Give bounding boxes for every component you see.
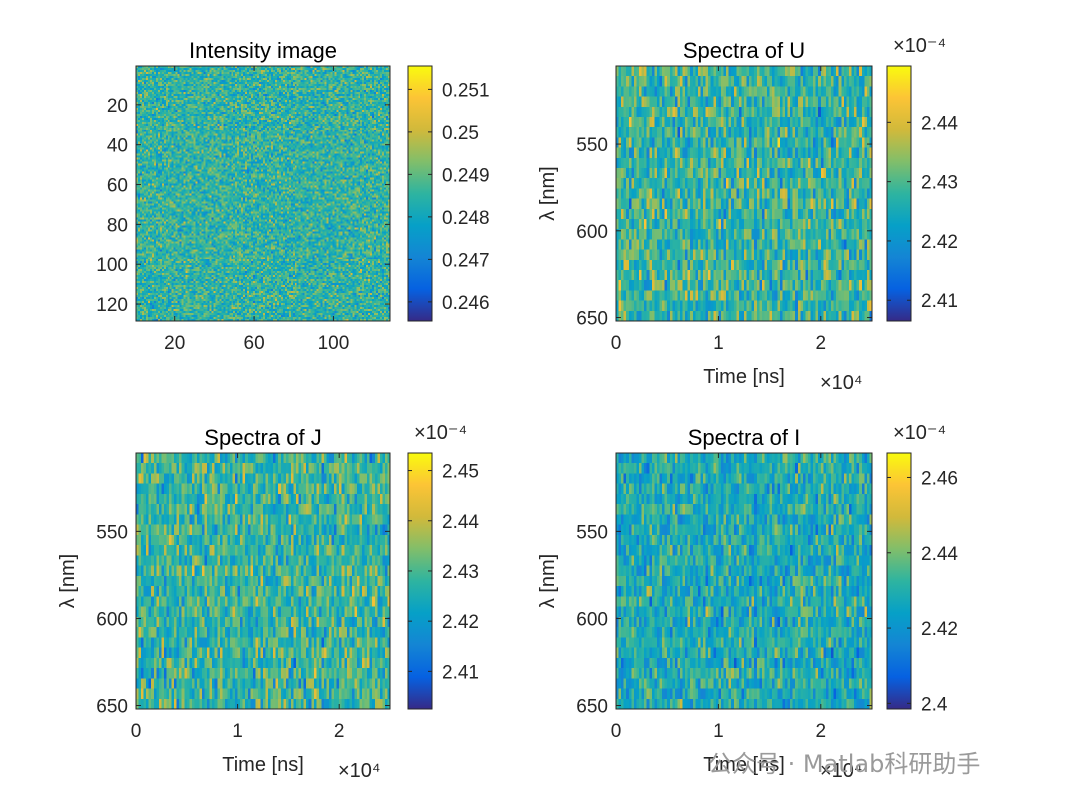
x-axis-multiplier: ×10⁴ bbox=[338, 760, 381, 782]
axes-box bbox=[615, 452, 873, 710]
colorbar-tick-label: 2.42 bbox=[921, 619, 958, 640]
colorbar-tick-label: 2.45 bbox=[442, 462, 479, 483]
y-tick-label: 100 bbox=[96, 255, 128, 276]
colorbar-tick-label: 2.41 bbox=[442, 662, 479, 683]
chart-title: Spectra of U bbox=[683, 38, 805, 63]
y-tick-label: 40 bbox=[107, 136, 128, 157]
x-tick-label: 60 bbox=[244, 333, 265, 354]
y-tick-label: 80 bbox=[107, 215, 128, 236]
x-tick-label: 0 bbox=[131, 721, 142, 742]
colorbar bbox=[886, 452, 912, 710]
colorbar-tick-label: 2.46 bbox=[921, 468, 958, 489]
x-axis-multiplier: ×10⁴ bbox=[820, 760, 863, 782]
colorbar-tick-label: 2.4 bbox=[921, 694, 948, 715]
panel-spectra_j: 0 1 2 550 600 650 Spectra of J Time [ns] ×10⁴ λ [… bbox=[57, 422, 479, 782]
x-axis-multiplier: ×10⁴ bbox=[820, 372, 863, 394]
y-tick-label: 600 bbox=[576, 609, 608, 630]
heatmap-intensity bbox=[136, 66, 390, 321]
x-tick-label: 1 bbox=[713, 333, 724, 354]
heatmap-spectra_i bbox=[616, 453, 872, 709]
axes-box bbox=[135, 452, 391, 710]
y-tick-label: 650 bbox=[576, 309, 608, 330]
colorbar-tick-label: 2.44 bbox=[442, 512, 479, 533]
panel-intensity: 20 60 100 20 40 60 80 100 120 Intensity image 0.24… bbox=[96, 38, 489, 354]
y-axis-label: λ [nm] bbox=[537, 166, 559, 220]
watermark-text: 公众号 · Matlab科研助手 bbox=[708, 750, 980, 778]
x-axis-label: Time [ns] bbox=[222, 754, 304, 776]
y-tick-label: 120 bbox=[96, 295, 128, 316]
colorbar-multiplier: ×10⁻⁴ bbox=[414, 422, 467, 444]
panel-spectra_u: 0 1 2 550 600 650 Spectra of U Time [ns] ×10⁴ λ [… bbox=[537, 35, 958, 394]
colorbar-tick-label: 2.42 bbox=[921, 232, 958, 253]
colorbar-tick-label: 0.247 bbox=[442, 250, 490, 271]
colorbar bbox=[407, 65, 433, 322]
x-tick-label: 2 bbox=[816, 333, 827, 354]
x-tick-label: 20 bbox=[164, 333, 185, 354]
colorbar-tick-label: 0.251 bbox=[442, 80, 490, 101]
colorbar-tick-label: 2.44 bbox=[921, 544, 958, 565]
colorbar-tick-label: 2.43 bbox=[442, 562, 479, 583]
heatmap-spectra_u bbox=[616, 66, 872, 321]
colorbar-tick-label: 0.246 bbox=[442, 293, 490, 314]
y-tick-label: 650 bbox=[576, 697, 608, 718]
colorbar-tick-label: 0.248 bbox=[442, 208, 490, 229]
colorbar-multiplier: ×10⁻⁴ bbox=[893, 422, 946, 444]
colorbar bbox=[886, 65, 912, 322]
x-tick-label: 100 bbox=[318, 333, 350, 354]
x-tick-label: 1 bbox=[713, 721, 724, 742]
y-tick-label: 60 bbox=[107, 176, 128, 197]
y-tick-label: 550 bbox=[576, 135, 608, 156]
x-axis-label: Time [ns] bbox=[703, 366, 785, 388]
colorbar-tick-label: 2.42 bbox=[442, 612, 479, 633]
y-tick-label: 20 bbox=[107, 96, 128, 117]
x-tick-label: 0 bbox=[611, 721, 622, 742]
colorbar bbox=[407, 452, 433, 710]
chart-title: Spectra of J bbox=[204, 425, 321, 450]
chart-title: Intensity image bbox=[189, 38, 337, 63]
x-axis-label: Time [ns] bbox=[703, 754, 785, 776]
y-axis-label: λ [nm] bbox=[57, 554, 79, 608]
chart-title: Spectra of I bbox=[688, 425, 801, 450]
x-tick-label: 1 bbox=[232, 721, 243, 742]
x-tick-label: 2 bbox=[816, 721, 827, 742]
colorbar-tick-label: 0.249 bbox=[442, 165, 490, 186]
y-tick-label: 600 bbox=[96, 609, 128, 630]
heatmap-spectra_j bbox=[136, 453, 390, 709]
colorbar-tick-label: 0.25 bbox=[442, 123, 479, 144]
y-tick-label: 550 bbox=[96, 522, 128, 543]
y-tick-label: 600 bbox=[576, 222, 608, 243]
colorbar-tick-label: 2.41 bbox=[921, 291, 958, 312]
colorbar-tick-label: 2.43 bbox=[921, 173, 958, 194]
y-axis-label: λ [nm] bbox=[537, 554, 559, 608]
y-tick-label: 550 bbox=[576, 522, 608, 543]
panel-spectra_i: 0 1 2 550 600 650 Spectra of I Time [ns] ×10⁴ λ [… bbox=[537, 422, 958, 782]
axes-box bbox=[615, 65, 873, 322]
axes-box bbox=[135, 65, 391, 322]
colorbar-multiplier: ×10⁻⁴ bbox=[893, 35, 946, 57]
colorbar-tick-label: 2.44 bbox=[921, 113, 958, 134]
y-tick-label: 650 bbox=[96, 697, 128, 718]
x-tick-label: 2 bbox=[334, 721, 345, 742]
x-tick-label: 0 bbox=[611, 333, 622, 354]
